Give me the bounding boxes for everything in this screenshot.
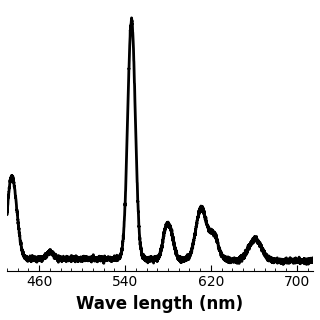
- X-axis label: Wave length (nm): Wave length (nm): [76, 295, 244, 313]
